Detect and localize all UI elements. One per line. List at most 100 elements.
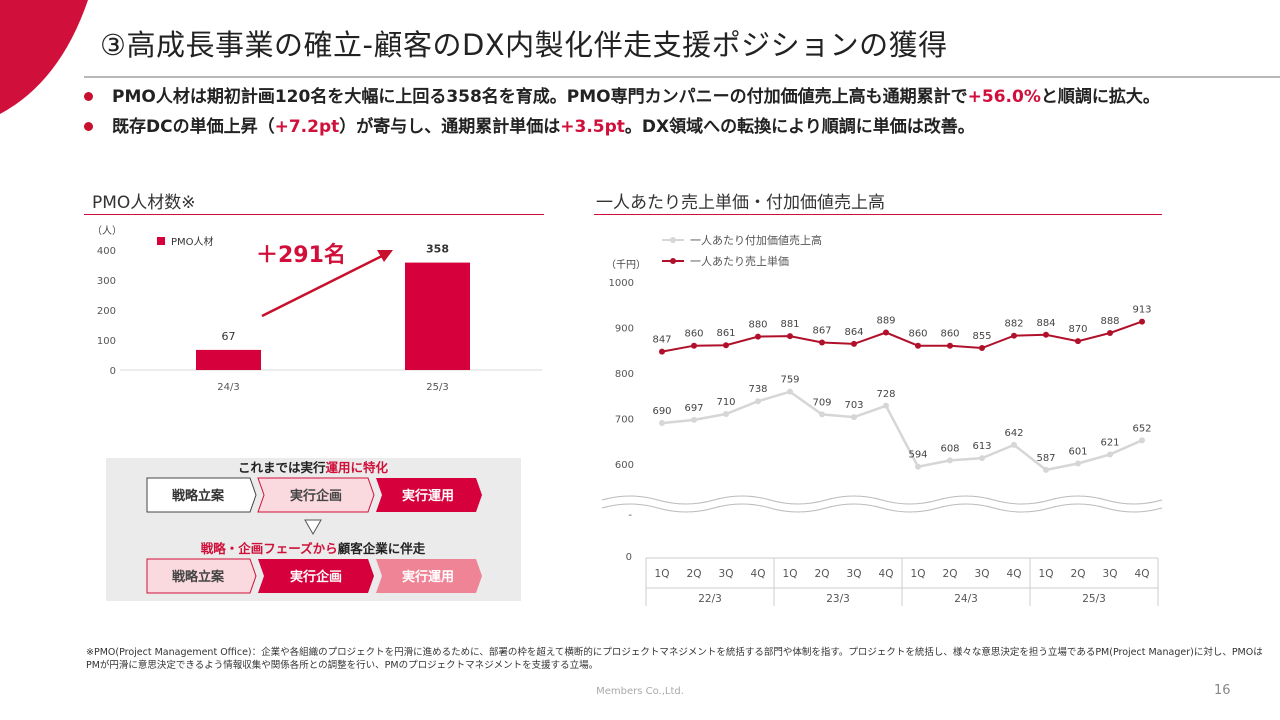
bar-y-unit: （人） (92, 225, 122, 237)
line-data-label: 860 (684, 329, 703, 340)
line-data-label: 880 (748, 320, 767, 331)
line-x-quarter-label: 3Q (847, 568, 862, 580)
row1-label-1: 戦略立案 (172, 488, 225, 504)
line-y-axis: 600 700 800 900 1000 (609, 278, 634, 471)
line-data-label: 601 (1068, 447, 1087, 458)
bullet-1-text-end: と順調に拡大。 (1040, 87, 1160, 107)
bar-y-tick-label: 300 (97, 276, 116, 287)
bar-x-tick-label: 24/3 (217, 382, 239, 393)
legend-label-value-added: 一人あたり付加価値売上高 (690, 233, 822, 247)
line-x-year-label: 25/3 (1082, 593, 1106, 605)
legend-red-marker (670, 258, 676, 264)
line-y-tick-break: - (628, 510, 632, 521)
row2-box-1 (146, 558, 257, 594)
line-point-unit-price (1043, 331, 1049, 338)
line-legend: 一人あたり付加価値売上高 一人あたり売上単価 (662, 233, 822, 268)
line-x-quarter-label: 1Q (655, 568, 670, 580)
line-x-quarter-label: 4Q (1007, 568, 1022, 580)
line-x-quarter-label: 2Q (815, 568, 830, 580)
row1-box-3 (376, 478, 482, 512)
line-data-label: 864 (844, 327, 863, 338)
diagram-bottom-caption-text: 顧客企業に伴走 (338, 541, 426, 556)
bar-y-tick-label: 0 (110, 366, 116, 377)
line-x-quarter-label: 4Q (879, 568, 894, 580)
line-data-label: 882 (1004, 319, 1023, 330)
line-marks: 690 697 710 738 759 709 703 728 594 608 613 642 587 6… (652, 305, 1152, 473)
line-data-label: 913 (1132, 305, 1151, 316)
corner-decoration (0, 0, 88, 114)
line-point-unit-price (787, 333, 793, 340)
line-point-unit-price (723, 342, 729, 349)
line-y-unit: （千円） (606, 259, 646, 271)
diagram-bottom-caption: 戦略・企画フェーズから顧客企業に伴走 (201, 541, 426, 556)
line-point-value-added (659, 420, 665, 427)
bullet-2: 既存DCの単価上昇（+7.2pt）が寄与し、通期累計単価は+3.5pt。DX領域… (84, 114, 1264, 140)
company-name: Members Co.,Ltd. (596, 686, 684, 697)
bar-y-tick-label: 100 (97, 336, 116, 347)
legend-label-unit-price: 一人あたり売上単価 (690, 254, 789, 268)
line-data-label: 738 (748, 384, 767, 395)
line-y-tick-zero: 0 (626, 552, 632, 563)
bar-25/3 (405, 262, 470, 370)
page-number: 16 (1214, 683, 1231, 698)
bar-value-label: 358 (426, 243, 449, 256)
line-point-value-added (755, 398, 761, 405)
unit-price-chart-title-rule (594, 214, 1162, 215)
row2-label-3: 実行運用 (402, 569, 454, 585)
row1-label-2: 実行企画 (290, 488, 342, 504)
bar-24/3 (196, 349, 261, 370)
line-data-label: 642 (1004, 428, 1023, 439)
line-x-quarter-label: 3Q (975, 568, 990, 580)
row2-label-2: 実行企画 (290, 569, 342, 585)
line-point-unit-price (1075, 338, 1081, 345)
bar-y-axis: 0 100 200 300 400 (97, 246, 116, 377)
line-x-quarter-label: 2Q (943, 568, 958, 580)
legend-label-pmo: PMO人材 (171, 235, 214, 248)
line-point-value-added (1043, 466, 1049, 473)
page-title: ③高成長事業の確立-顧客のDX内製化伴走支援ポジションの獲得 (100, 28, 948, 62)
axis-break-wave (601, 495, 1163, 505)
line-y-tick-label: 800 (615, 369, 634, 380)
line-y-tick-label: 900 (615, 324, 634, 335)
line-x-quarter-label: 1Q (783, 568, 798, 580)
bullet-dot-icon (84, 122, 93, 131)
line-point-unit-price (979, 344, 985, 351)
bullet-2-highlight-1: +7.2pt (274, 117, 340, 137)
line-x-quarter-label: 2Q (687, 568, 702, 580)
pmo-chart-title-rule (84, 214, 544, 215)
line-y-tick-label: 700 (615, 415, 634, 426)
diagram-top-caption: これまでは実行運用に特化 (238, 460, 389, 475)
line-point-value-added (723, 410, 729, 417)
series-line-unit-price (661, 320, 1143, 353)
bullet-2-text-mid: ）が寄与し、通期累計単価は (339, 117, 561, 137)
summary-bullets: PMO人材は期初計画120名を大幅に上回る358名を育成。PMO専門カンパニーの… (84, 84, 1264, 144)
line-data-label: 889 (876, 316, 895, 327)
line-point-value-added (915, 463, 921, 470)
pmo-bar-chart: （人） 0 100 200 300 400 PMO人材 67 24/3 358 25/3 ＋2… (92, 225, 542, 393)
legend-gray-marker (670, 237, 676, 243)
title-underline (84, 76, 1280, 78)
line-data-label: 881 (780, 319, 799, 330)
corner-red-shape (0, 0, 88, 114)
line-point-value-added (883, 402, 889, 409)
line-point-value-added (1075, 460, 1081, 467)
line-x-axis: 1Q 2Q 3Q 4Q 1Q 2Q 3Q 4Q 1Q 2Q 3Q 4Q 1Q 2Q 3Q 4Q 22/3 23/3… (645, 557, 1159, 606)
line-data-label: 884 (1036, 318, 1055, 329)
line-point-unit-price (851, 340, 857, 347)
series-line-value-added (661, 390, 1143, 472)
line-data-label: 703 (844, 400, 863, 411)
diagram-top-caption-text: これまでは実行 (238, 460, 326, 475)
line-data-label: 587 (1036, 453, 1055, 464)
line-point-unit-price (755, 333, 761, 340)
line-x-quarter-label: 1Q (1039, 568, 1054, 580)
bullet-2-text: 既存DCの単価上昇（ (112, 117, 275, 137)
bullet-dot-icon (84, 92, 93, 101)
line-data-label: 860 (908, 329, 927, 340)
row2-label-1: 戦略立案 (172, 569, 225, 585)
line-point-unit-price (659, 348, 665, 355)
row1-box-2 (257, 477, 375, 513)
line-point-unit-price (915, 342, 921, 349)
line-data-label: 847 (652, 335, 671, 346)
growth-arrow-line (261, 254, 383, 318)
phase-diagram: これまでは実行運用に特化 戦略立案 実行企画 実行運用 戦略・企画フェーズから顧… (106, 458, 521, 601)
